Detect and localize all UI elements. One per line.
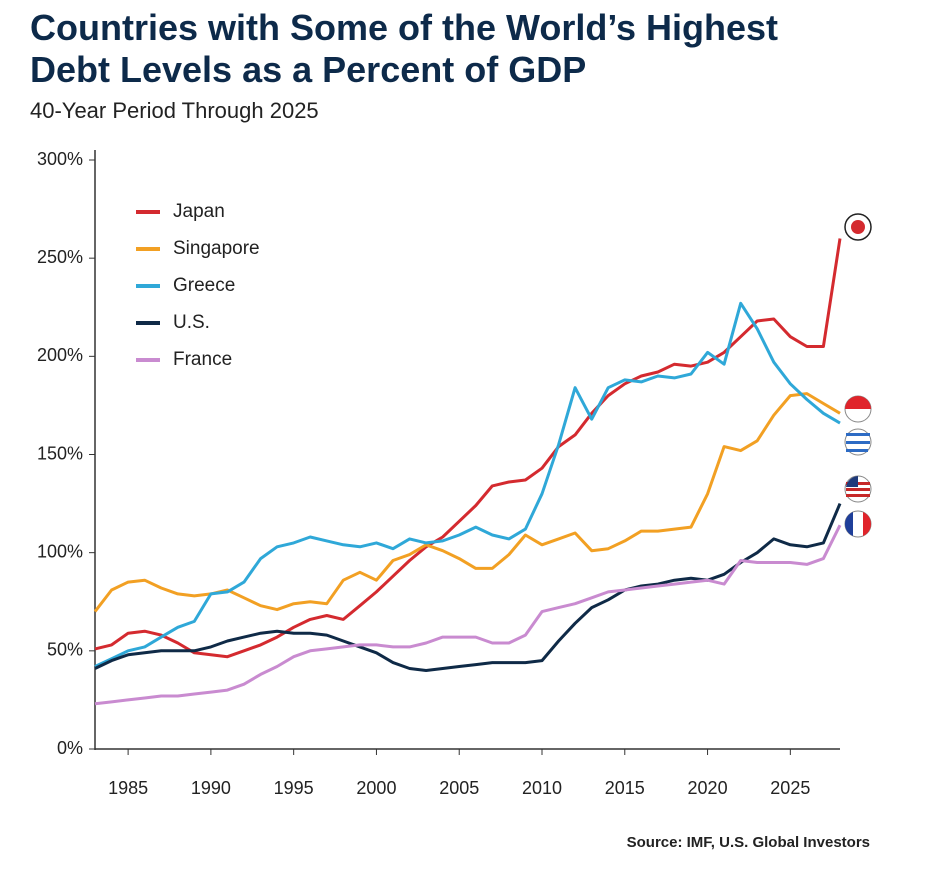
y-tick-label: 250% [37, 247, 83, 267]
legend-label: Greece [173, 275, 235, 296]
line-series [94, 524, 842, 706]
legend-label: France [173, 349, 232, 370]
x-tick-label: 1995 [274, 778, 314, 798]
x-tick-label: 2005 [439, 778, 479, 798]
x-tick-label: 2020 [688, 778, 728, 798]
x-tick-label: 2015 [605, 778, 645, 798]
y-tick-label: 150% [37, 443, 83, 463]
line-series [94, 301, 841, 668]
x-tick-label: 2000 [356, 778, 396, 798]
y-tick-label: 0% [57, 738, 83, 758]
source: Source: IMF, U.S. Global Investors [627, 834, 870, 851]
y-tick-label: 200% [37, 345, 83, 365]
x-tick-label: 1985 [108, 778, 148, 798]
flags [844, 213, 872, 538]
x-tick-label: 2010 [522, 778, 562, 798]
x-tick-label: 2025 [770, 778, 810, 798]
y-tick-label: 100% [37, 541, 83, 561]
chart-subtitle: 40-Year Period Through 2025 [30, 98, 319, 123]
chart-title: Countries with Some of the World’s Highe… [30, 7, 778, 90]
y-tick-label: 300% [37, 149, 83, 169]
line-series [94, 503, 842, 672]
legend-label: Japan [173, 201, 225, 222]
legend-label: U.S. [173, 312, 210, 333]
y-tick-label: 50% [47, 640, 83, 660]
x-tick-label: 1990 [191, 778, 231, 798]
legend-label: Singapore [173, 238, 260, 259]
